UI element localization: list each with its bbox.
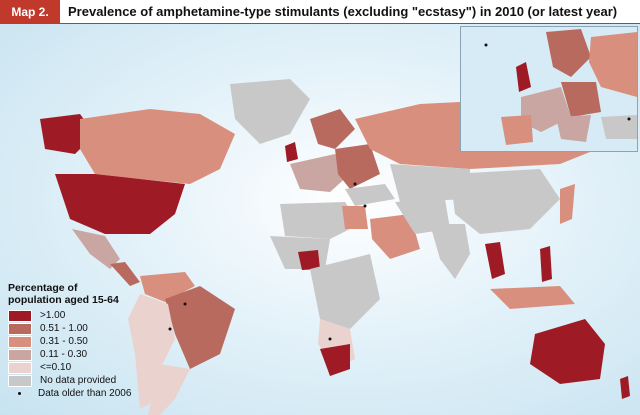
- older-data-dot: [328, 337, 332, 341]
- philippines: [540, 246, 552, 282]
- legend-item-label: <=0.10: [40, 362, 72, 373]
- legend-item: 0.51 - 1.00: [8, 322, 173, 335]
- legend-swatch: [8, 322, 32, 335]
- map-legend: Percentage of population aged 15-64 >1.0…: [8, 282, 173, 400]
- legend-swatch: [8, 348, 32, 361]
- map-number-label: Map 2.: [0, 0, 60, 24]
- legend-item-label: 0.11 - 0.30: [40, 349, 88, 360]
- legend-item-older-data: Data older than 2006: [8, 387, 173, 400]
- older-data-dot: [183, 302, 187, 306]
- saudi-arabia: [370, 214, 420, 259]
- older-data-dot: [363, 204, 367, 208]
- new-zealand: [620, 376, 630, 399]
- legend-item: 0.31 - 0.50: [8, 335, 173, 348]
- legend-item: 0.11 - 0.30: [8, 348, 173, 361]
- legend-item-label: >1.00: [40, 310, 66, 321]
- colombia-venezuela: [140, 272, 195, 302]
- japan-korea: [560, 184, 575, 224]
- australia: [530, 319, 605, 384]
- india: [430, 224, 470, 279]
- legend-item: >1.00: [8, 309, 173, 322]
- older-data-dot: [168, 327, 172, 331]
- thailand: [485, 242, 505, 279]
- inset-uk: [516, 62, 531, 92]
- central-asia: [390, 164, 470, 202]
- scandinavia: [310, 109, 355, 149]
- legend-title-line1: Percentage of: [8, 282, 78, 294]
- inset-scandinavia: [546, 29, 591, 77]
- inset-turkey: [601, 115, 637, 139]
- mexico: [72, 229, 120, 269]
- legend-swatch: [8, 374, 32, 387]
- older-data-dot: [353, 182, 357, 186]
- legend-item-label: No data provided: [40, 375, 117, 386]
- legend-item: <=0.10: [8, 361, 173, 374]
- legend-swatch: [8, 361, 32, 374]
- older-data-dot-icon: [8, 389, 30, 399]
- central-east-africa: [310, 254, 380, 329]
- turkey-caucasus: [345, 184, 395, 206]
- greenland: [230, 79, 310, 144]
- uk: [285, 142, 298, 162]
- indonesia: [490, 286, 575, 309]
- south-africa: [320, 344, 350, 376]
- world-map: Percentage of population aged 15-64 >1.0…: [0, 24, 640, 415]
- inset-iberia: [501, 115, 533, 145]
- europe-inset-svg: [484, 29, 637, 145]
- andean-countries: [128, 294, 175, 409]
- usa: [55, 174, 185, 234]
- western-europe: [290, 154, 350, 192]
- europe-inset-map: [460, 26, 638, 152]
- china: [450, 169, 560, 234]
- legend-dot-label: Data older than 2006: [38, 388, 132, 399]
- legend-title-line2: population aged 15-64: [8, 294, 119, 306]
- inset-italy-balkans: [556, 115, 591, 142]
- map-title: Prevalence of amphetamine-type stimulant…: [60, 0, 640, 24]
- legend-title: Percentage of population aged 15-64: [8, 282, 173, 306]
- legend-swatch: [8, 309, 32, 322]
- brazil: [165, 286, 235, 369]
- central-america: [110, 262, 140, 286]
- legend-item-label: 0.31 - 0.50: [40, 336, 88, 347]
- canada: [80, 109, 235, 184]
- legend-item: No data provided: [8, 374, 173, 387]
- map-header: Map 2. Prevalence of amphetamine-type st…: [0, 0, 640, 24]
- nigeria: [298, 250, 320, 270]
- inset-russia: [589, 32, 637, 97]
- legend-item-label: 0.51 - 1.00: [40, 323, 88, 334]
- north-africa: [280, 202, 360, 239]
- legend-swatch: [8, 335, 32, 348]
- older-data-dot: [484, 43, 488, 47]
- eastern-europe: [335, 144, 380, 189]
- egypt: [342, 206, 368, 229]
- older-data-dot: [627, 117, 631, 121]
- inset-central-europe: [561, 82, 601, 117]
- argentina: [148, 364, 190, 415]
